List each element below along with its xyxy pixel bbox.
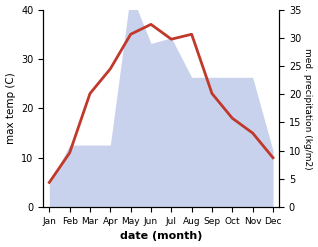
X-axis label: date (month): date (month) <box>120 231 202 242</box>
Y-axis label: med. precipitation (kg/m2): med. precipitation (kg/m2) <box>303 48 313 169</box>
Y-axis label: max temp (C): max temp (C) <box>5 72 16 144</box>
